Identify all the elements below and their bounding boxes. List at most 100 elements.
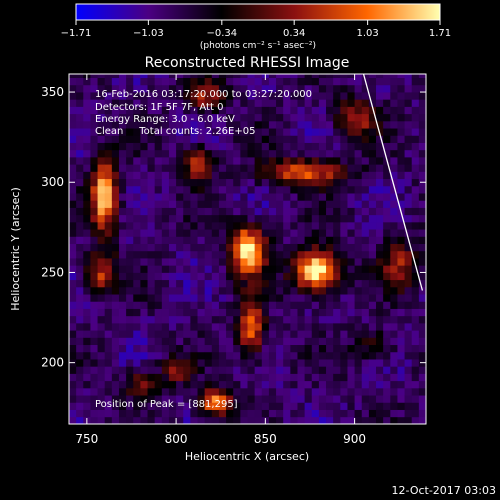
heatmap-cell	[261, 92, 270, 100]
heatmap-cell	[154, 265, 163, 273]
heatmap-cell	[368, 74, 377, 79]
heatmap-cell	[247, 120, 256, 129]
heatmap-cell	[354, 308, 363, 317]
heatmap-cell	[176, 135, 184, 143]
heatmap-cell	[283, 279, 291, 288]
heatmap-cell	[233, 243, 241, 252]
heatmap-cell	[276, 294, 284, 302]
heatmap-cell	[376, 221, 384, 230]
heatmap-cell	[418, 279, 426, 288]
heatmap-cell	[97, 337, 106, 346]
heatmap-cell	[376, 178, 384, 187]
heatmap-cell	[133, 380, 141, 389]
heatmap-cell	[254, 322, 263, 331]
heatmap-cell	[283, 200, 291, 208]
heatmap-cell	[233, 373, 241, 382]
heatmap-cell	[326, 265, 334, 273]
heatmap-cell	[118, 416, 127, 424]
heatmap-cell	[233, 409, 241, 418]
heatmap-cell	[69, 214, 77, 223]
heatmap-cell	[368, 243, 377, 252]
x-axis-label: Heliocentric X (arcsec)	[185, 450, 309, 463]
heatmap-cell	[361, 337, 370, 346]
heatmap-cell	[326, 142, 334, 151]
heatmap-cell	[226, 402, 234, 410]
heatmap-cell	[111, 322, 120, 331]
heatmap-cell	[390, 164, 398, 172]
heatmap-cell	[240, 171, 248, 180]
heatmap-cell	[383, 193, 391, 201]
heatmap-cell	[133, 178, 141, 187]
heatmap-cell	[361, 373, 370, 382]
heatmap-cell	[104, 308, 113, 317]
heatmap-cell	[354, 315, 363, 324]
heatmap-cell	[240, 200, 248, 208]
heatmap-cell	[397, 351, 405, 360]
heatmap-cell	[383, 120, 391, 129]
heatmap-cell	[376, 236, 384, 244]
heatmap-cell	[290, 193, 298, 201]
heatmap-cell	[297, 92, 306, 100]
heatmap-cell	[318, 258, 327, 266]
heatmap-cell	[161, 84, 170, 93]
heatmap-cell	[311, 279, 320, 288]
heatmap-cell	[240, 315, 248, 324]
heatmap-cell	[404, 185, 413, 194]
heatmap-cell	[304, 243, 313, 252]
heatmap-cell	[197, 330, 206, 338]
heatmap-cell	[361, 149, 370, 158]
heatmap-cell	[126, 214, 134, 223]
heatmap-cell	[190, 380, 198, 389]
heatmap-cell	[361, 236, 370, 244]
heatmap-cell	[333, 402, 341, 410]
heatmap-cell	[247, 308, 256, 317]
heatmap-cell	[411, 279, 420, 288]
heatmap-cell	[83, 322, 91, 331]
heatmap-cell	[276, 322, 284, 331]
heatmap-cell	[347, 373, 355, 382]
heatmap-cell	[118, 409, 127, 418]
heatmap-cell	[397, 221, 405, 230]
heatmap-cell	[333, 380, 341, 389]
heatmap-cell	[304, 351, 313, 360]
heatmap-cell	[361, 322, 370, 331]
heatmap-cell	[283, 265, 291, 273]
heatmap-cell	[133, 359, 141, 367]
heatmap-cell	[268, 402, 277, 410]
heatmap-cell	[376, 416, 384, 424]
heatmap-cell	[347, 164, 355, 172]
heatmap-cell	[154, 106, 163, 115]
heatmap-cell	[76, 279, 84, 288]
heatmap-cell	[390, 106, 398, 115]
heatmap-cell	[354, 236, 363, 244]
heatmap-cell	[397, 359, 405, 367]
heatmap-cell	[140, 193, 148, 201]
heatmap-cell	[418, 135, 426, 143]
heatmap-cell	[133, 402, 141, 410]
heatmap-cell	[197, 84, 206, 93]
heatmap-cell	[347, 142, 355, 151]
heatmap-cell	[76, 322, 84, 331]
heatmap-cell	[340, 149, 348, 158]
heatmap-cell	[290, 373, 298, 382]
heatmap-cell	[326, 416, 334, 424]
heatmap-cell	[254, 286, 263, 295]
heatmap-cell	[361, 207, 370, 216]
heatmap-cell	[183, 250, 191, 259]
heatmap-cell	[226, 395, 234, 403]
heatmap-cell	[304, 380, 313, 389]
heatmap-cell	[226, 272, 234, 281]
heatmap-cell	[126, 156, 134, 165]
heatmap-cell	[276, 402, 284, 410]
heatmap-cell	[361, 301, 370, 309]
heatmap-cell	[383, 250, 391, 259]
heatmap-cell	[418, 344, 426, 353]
heatmap-cell	[247, 330, 256, 338]
heatmap-cell	[161, 200, 170, 208]
heatmap-cell	[90, 402, 98, 410]
heatmap-cell	[197, 308, 206, 317]
heatmap-cell	[397, 330, 405, 338]
heatmap-cell	[140, 164, 148, 172]
heatmap-cell	[97, 120, 106, 129]
heatmap-cell	[283, 178, 291, 187]
